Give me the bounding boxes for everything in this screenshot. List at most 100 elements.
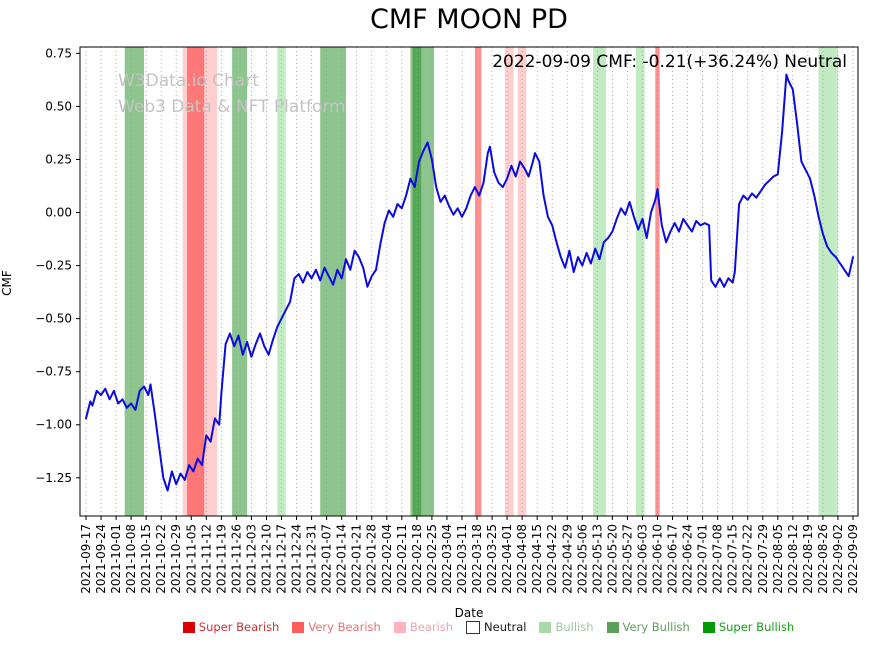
x-tick-label: 2022-01-21 — [350, 524, 364, 594]
very_bullish-swatch-icon — [606, 621, 619, 633]
x-tick-label: 2022-08-26 — [816, 524, 830, 594]
legend-item-very_bullish: Very Bullish — [606, 620, 690, 634]
legend-label-bullish: Bullish — [555, 620, 594, 634]
x-axis-label: Date — [454, 606, 484, 620]
x-tick-label: 2021-10-08 — [124, 524, 138, 594]
x-tick-label: 2022-03-25 — [485, 524, 499, 594]
y-tick-label: −0.75 — [35, 365, 72, 379]
x-tick-label: 2021-09-17 — [79, 524, 93, 594]
legend-item-neutral: Neutral — [466, 620, 526, 634]
x-tick-label: 2021-12-03 — [244, 524, 258, 594]
x-tick-label: 2022-07-29 — [756, 524, 770, 594]
x-tick-label: 2022-02-25 — [425, 524, 439, 594]
y-axis-label: CMF — [0, 270, 14, 296]
y-tick-label: −0.25 — [35, 259, 72, 273]
x-tick-label: 2022-06-17 — [666, 524, 680, 594]
legend-label-very_bearish: Very Bearish — [308, 620, 381, 634]
x-tick-label: 2022-03-18 — [470, 524, 484, 594]
x-tick-label: 2021-11-19 — [214, 524, 228, 594]
x-tick-label: 2022-02-18 — [410, 524, 424, 594]
signal-band-bullish — [593, 47, 606, 516]
x-tick-label: 2022-08-05 — [771, 524, 785, 594]
signal-band-bullish — [636, 47, 645, 516]
x-tick-label: 2022-04-29 — [560, 524, 574, 594]
latest-value-annotation: 2022-09-09 CMF: -0.21(+36.24%) Neutral — [492, 52, 847, 72]
signal-band-very_bearish — [474, 47, 482, 516]
legend-item-very_bearish: Very Bearish — [292, 620, 381, 634]
x-tick-label: 2022-07-08 — [711, 524, 725, 594]
x-tick-label: 2022-05-06 — [575, 524, 589, 594]
x-tick-label: 2022-03-04 — [440, 524, 454, 594]
y-tick-label: 0.25 — [45, 152, 72, 166]
x-tick-label: 2022-02-04 — [380, 524, 394, 594]
x-tick-label: 2021-10-01 — [109, 524, 123, 594]
legend-item-super_bearish: Super Bearish — [182, 620, 280, 634]
x-tick-label: 2021-09-24 — [94, 524, 108, 594]
y-tick-label: −0.50 — [35, 312, 72, 326]
x-tick-label: 2021-11-05 — [184, 524, 198, 594]
bearish-swatch-icon — [393, 621, 406, 633]
legend-item-bearish: Bearish — [393, 620, 454, 634]
y-tick-label: −1.00 — [35, 418, 72, 432]
page-title: CMF MOON PD — [370, 4, 568, 35]
legend-label-very_bullish: Very Bullish — [622, 620, 690, 634]
x-tick-label: 2022-05-27 — [620, 524, 634, 594]
legend-label-neutral: Neutral — [484, 620, 527, 634]
signal-band-bearish — [517, 47, 527, 516]
super_bearish-swatch-icon — [182, 621, 195, 633]
y-tick-label: −1.25 — [35, 471, 72, 485]
signal-band-very_bullish — [232, 47, 248, 516]
legend-item-bullish: Bullish — [539, 620, 594, 634]
plot-frame — [79, 46, 859, 517]
x-tick-label: 2022-08-19 — [801, 524, 815, 594]
x-tick-label: 2022-07-01 — [696, 524, 710, 594]
neutral-swatch-icon — [466, 620, 481, 634]
signal-band-bullish — [818, 47, 838, 516]
x-tick-label: 2022-01-14 — [335, 524, 349, 594]
x-tick-label: 2022-06-10 — [650, 524, 664, 594]
y-tick-label: 0.75 — [45, 46, 72, 60]
x-tick-label: 2021-11-26 — [229, 524, 243, 594]
x-tick-label: 2022-06-24 — [681, 524, 695, 594]
super_bullish-swatch-icon — [702, 621, 715, 633]
x-tick-label: 2022-06-03 — [635, 524, 649, 594]
cmf-series-line — [85, 73, 854, 492]
signal-band-very_bearish — [655, 47, 660, 516]
x-tick-label: 2021-10-22 — [154, 524, 168, 594]
legend-label-super_bearish: Super Bearish — [198, 620, 280, 634]
x-tick-label: 2022-09-09 — [846, 524, 860, 594]
x-tick-label: 2022-02-11 — [395, 524, 409, 594]
x-tick-label: 2022-09-02 — [831, 524, 845, 594]
signal-band-very_bullish — [412, 47, 422, 516]
x-tick-label: 2022-01-28 — [365, 524, 379, 594]
bullish-swatch-icon — [539, 621, 552, 633]
y-tick-label: 0.50 — [45, 99, 72, 113]
signal-band-very_bearish — [187, 47, 205, 516]
x-tick-label: 2022-04-22 — [545, 524, 559, 594]
x-tick-label: 2022-07-22 — [741, 524, 755, 594]
signal-band-bearish — [504, 47, 514, 516]
x-tick-label: 2022-04-15 — [530, 524, 544, 594]
x-tick-label: 2021-10-29 — [169, 524, 183, 594]
signal-band-bullish — [277, 47, 286, 516]
x-tick-label: 2021-11-12 — [199, 524, 213, 594]
signal-band-very_bullish — [124, 47, 144, 516]
x-tick-label: 2021-12-31 — [305, 524, 319, 594]
x-tick-label: 2021-12-10 — [259, 524, 273, 594]
x-tick-label: 2021-10-15 — [139, 524, 153, 594]
legend-label-super_bullish: Super Bullish — [718, 620, 795, 634]
x-tick-label: 2022-03-11 — [455, 524, 469, 594]
x-tick-label: 2022-05-13 — [590, 524, 604, 594]
very_bearish-swatch-icon — [292, 621, 305, 633]
x-tick-label: 2022-01-07 — [320, 524, 334, 594]
x-tick-label: 2022-04-08 — [515, 524, 529, 594]
legend-label-bearish: Bearish — [409, 620, 454, 634]
x-tick-label: 2021-12-24 — [290, 524, 304, 594]
x-tick-label: 2021-12-17 — [275, 524, 289, 594]
y-tick-label: 0.00 — [45, 206, 72, 220]
legend: Super Bearish Very Bearish Bearish Neutral B… — [110, 620, 867, 634]
x-tick-label: 2022-08-12 — [786, 524, 800, 594]
x-tick-label: 2022-07-15 — [726, 524, 740, 594]
